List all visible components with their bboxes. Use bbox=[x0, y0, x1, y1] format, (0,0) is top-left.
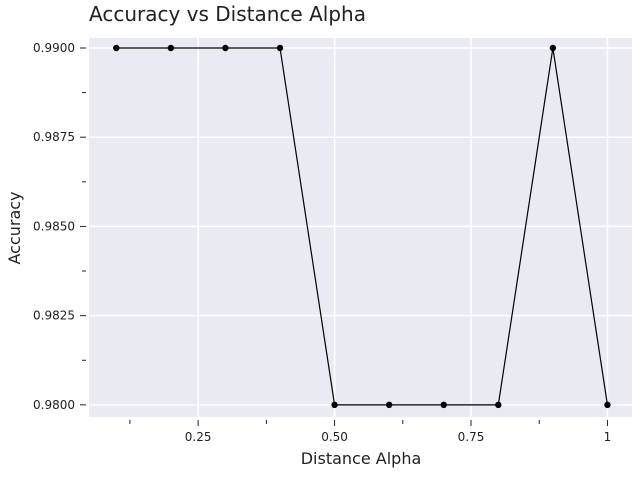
y-tick-label: 0.9825 bbox=[33, 309, 75, 323]
data-point bbox=[385, 401, 393, 409]
data-point bbox=[167, 44, 175, 52]
data-point bbox=[604, 401, 611, 409]
x-tick-label: 0.50 bbox=[321, 430, 348, 444]
data-point bbox=[331, 401, 338, 409]
chart-title: Accuracy vs Distance Alpha bbox=[89, 2, 366, 26]
axis-ticks bbox=[80, 47, 608, 426]
series-points-group bbox=[113, 44, 611, 409]
plot-area bbox=[89, 38, 632, 417]
x-tick-labels: 0.25 0.50 0.75 1 bbox=[185, 430, 611, 444]
x-tick-label: 1 bbox=[604, 430, 612, 444]
y-tick-label: 0.9875 bbox=[33, 130, 75, 144]
x-axis-title: Distance Alpha bbox=[301, 449, 422, 468]
y-tick-labels: 0.9800 0.9825 0.9850 0.9875 0.9900 bbox=[33, 41, 75, 412]
data-point bbox=[495, 401, 502, 409]
data-point bbox=[276, 44, 284, 52]
series-line bbox=[116, 47, 609, 406]
data-point bbox=[440, 401, 447, 409]
data-point bbox=[549, 44, 557, 52]
y-tick-label: 0.9850 bbox=[33, 219, 75, 233]
x-tick-label: 0.75 bbox=[458, 430, 485, 444]
y-tick-label: 0.9900 bbox=[33, 41, 75, 55]
data-point bbox=[113, 44, 120, 52]
y-tick-label: 0.9800 bbox=[33, 398, 75, 412]
x-tick-label: 0.25 bbox=[185, 430, 212, 444]
series-line-group bbox=[116, 47, 609, 406]
y-axis-title: Accuracy bbox=[5, 191, 24, 264]
data-point bbox=[222, 44, 229, 52]
